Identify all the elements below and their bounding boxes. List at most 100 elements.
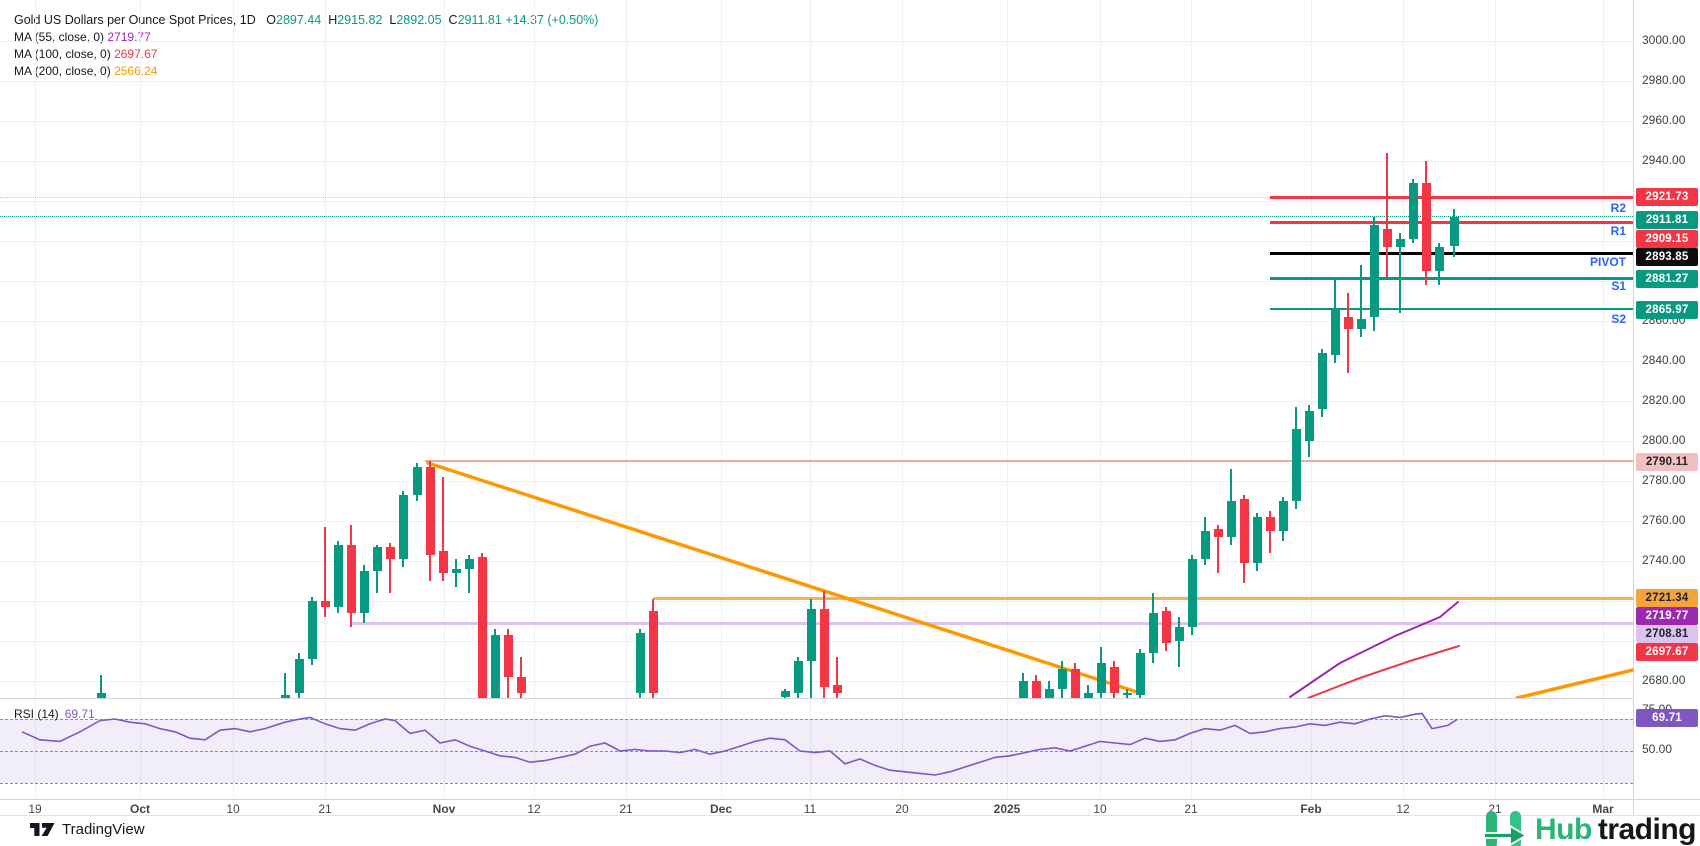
grid-line-horizontal (0, 81, 1633, 82)
grid-line-vertical (534, 0, 535, 698)
candle (832, 685, 842, 693)
price-pane[interactable]: Gold US Dollars per Ounce Spot Prices, 1… (0, 0, 1633, 698)
candle (1408, 183, 1418, 239)
grid-line-vertical (1403, 0, 1404, 698)
time-tick-label: Oct (129, 802, 151, 816)
grid-line-vertical (1603, 699, 1604, 798)
time-tick-label: 12 (1396, 802, 1410, 816)
rsi-legend[interactable]: RSI (14) 69.71 (14, 707, 95, 721)
time-tick-label: 20 (895, 802, 909, 816)
ohlc-item: L2892.05 (389, 13, 442, 27)
candle (1031, 681, 1041, 698)
candle (1213, 529, 1223, 537)
price-tick-label: 2780.00 (1642, 473, 1686, 487)
ma-legend-row[interactable]: MA (100, close, 0) 2697.67 (14, 46, 598, 62)
candle-wick (1360, 265, 1362, 337)
candle (1109, 667, 1119, 693)
price-tick-label: 2820.00 (1642, 393, 1686, 407)
candle-wick (1269, 511, 1271, 553)
candle (1083, 693, 1093, 698)
grid-line-horizontal (0, 361, 1633, 362)
candle (398, 495, 408, 559)
ma-legend-value: 2697.67 (114, 47, 158, 61)
price-tick-label: 2940.00 (1642, 153, 1686, 167)
candle (464, 559, 474, 569)
candle (333, 545, 343, 607)
candle-wick (284, 673, 286, 698)
candle (806, 609, 816, 661)
ma100[interactable] (1307, 645, 1460, 698)
axis-badge-r2: 2921.73 (1636, 188, 1698, 206)
time-tick-label: 10 (226, 802, 240, 816)
candle (1239, 499, 1249, 563)
symbol-legend-row[interactable]: Gold US Dollars per Ounce Spot Prices, 1… (14, 12, 598, 28)
candle (635, 633, 645, 693)
candle (320, 601, 330, 607)
price-tick-label: 2980.00 (1642, 73, 1686, 87)
grid-line-horizontal (0, 201, 1633, 202)
ma-legend-row[interactable]: MA (200, close, 0) 2566.24 (14, 63, 598, 79)
candle (503, 635, 513, 677)
ma-legend-label: MA (200, close, 0) (14, 64, 111, 78)
pivot-line-pivot (1270, 251, 1633, 255)
grid-line-horizontal (0, 601, 1633, 602)
candle (1135, 653, 1145, 695)
rsi-line (21, 712, 1458, 776)
grid-line-vertical (902, 0, 903, 698)
time-tick-label: 2025 (993, 802, 1021, 816)
candle (1278, 501, 1288, 531)
candle (1304, 411, 1314, 441)
candle (372, 547, 382, 571)
candle-wick (1347, 293, 1349, 373)
candle (359, 571, 369, 613)
grid-line-vertical (810, 0, 811, 698)
candle (438, 551, 448, 573)
candle-wick (442, 477, 444, 581)
ma55[interactable] (1289, 601, 1459, 698)
price-axis[interactable]: 3000.00 2980.00 2960.00 2940.00 2860.00 2840.… (1633, 0, 1700, 815)
price-tick-label: 2800.00 (1642, 433, 1686, 447)
symbol-title: Gold US Dollars per Ounce Spot Prices, 1… (14, 13, 256, 27)
indicator-legend[interactable]: Gold US Dollars per Ounce Spot Prices, 1… (14, 12, 598, 79)
ascending-trendline[interactable] (1515, 668, 1633, 698)
candle-wick (324, 527, 326, 617)
grid-line-vertical (1495, 0, 1496, 698)
candle (1369, 225, 1379, 317)
grid-line-horizontal (0, 681, 1633, 682)
pivot-line-s1 (1270, 277, 1633, 280)
grid-line-vertical (1007, 699, 1008, 798)
hubtrading-logo: Hub trading (1483, 810, 1697, 846)
candle-wick (1178, 617, 1180, 667)
axis-badge-level: 2721.34 (1636, 589, 1698, 607)
time-axis[interactable]: 19 Oct 10 21 Nov 12 21 Dec 11 20 2025 10 21 Feb 12 21 Ma… (0, 799, 1700, 816)
grid-line-horizontal (0, 281, 1633, 282)
candle-wick (389, 543, 391, 593)
price-tick-label: 2680.00 (1642, 673, 1686, 687)
pivot-level-label-r2: R2 (1610, 201, 1626, 215)
candle (1226, 501, 1236, 537)
candle (1291, 429, 1301, 501)
change-value: +14.37 (+0.50%) (505, 13, 599, 27)
price-tick-label: 2740.00 (1642, 553, 1686, 567)
tradingview-logo[interactable]: TradingView (30, 821, 145, 838)
ma-legend-row[interactable]: MA (55, close, 0) 2719.77 (14, 29, 598, 45)
grid-line-vertical (1311, 0, 1312, 698)
descending-trendline[interactable] (426, 461, 1142, 695)
time-tick-label: Nov (432, 802, 456, 816)
axis-badge-rsi: 69.71 (1636, 709, 1698, 728)
grid-line-vertical (325, 0, 326, 698)
candle (96, 693, 106, 698)
candle (1070, 669, 1080, 698)
candle (1395, 239, 1405, 247)
axis-badge-s1: 2881.27 (1636, 270, 1698, 288)
time-tick-label: Dec (709, 802, 733, 816)
rsi-pane[interactable]: RSI (14) 69.71 (0, 698, 1633, 798)
level-line-2721.34 (653, 597, 1633, 600)
axis-badge-r1: 2909.15 (1636, 230, 1698, 248)
candle (385, 547, 395, 559)
candle-wick (1399, 233, 1401, 313)
rsi-band-line-70 (0, 719, 1633, 720)
candle (1096, 663, 1106, 693)
hubtrading-icon (1483, 811, 1528, 846)
